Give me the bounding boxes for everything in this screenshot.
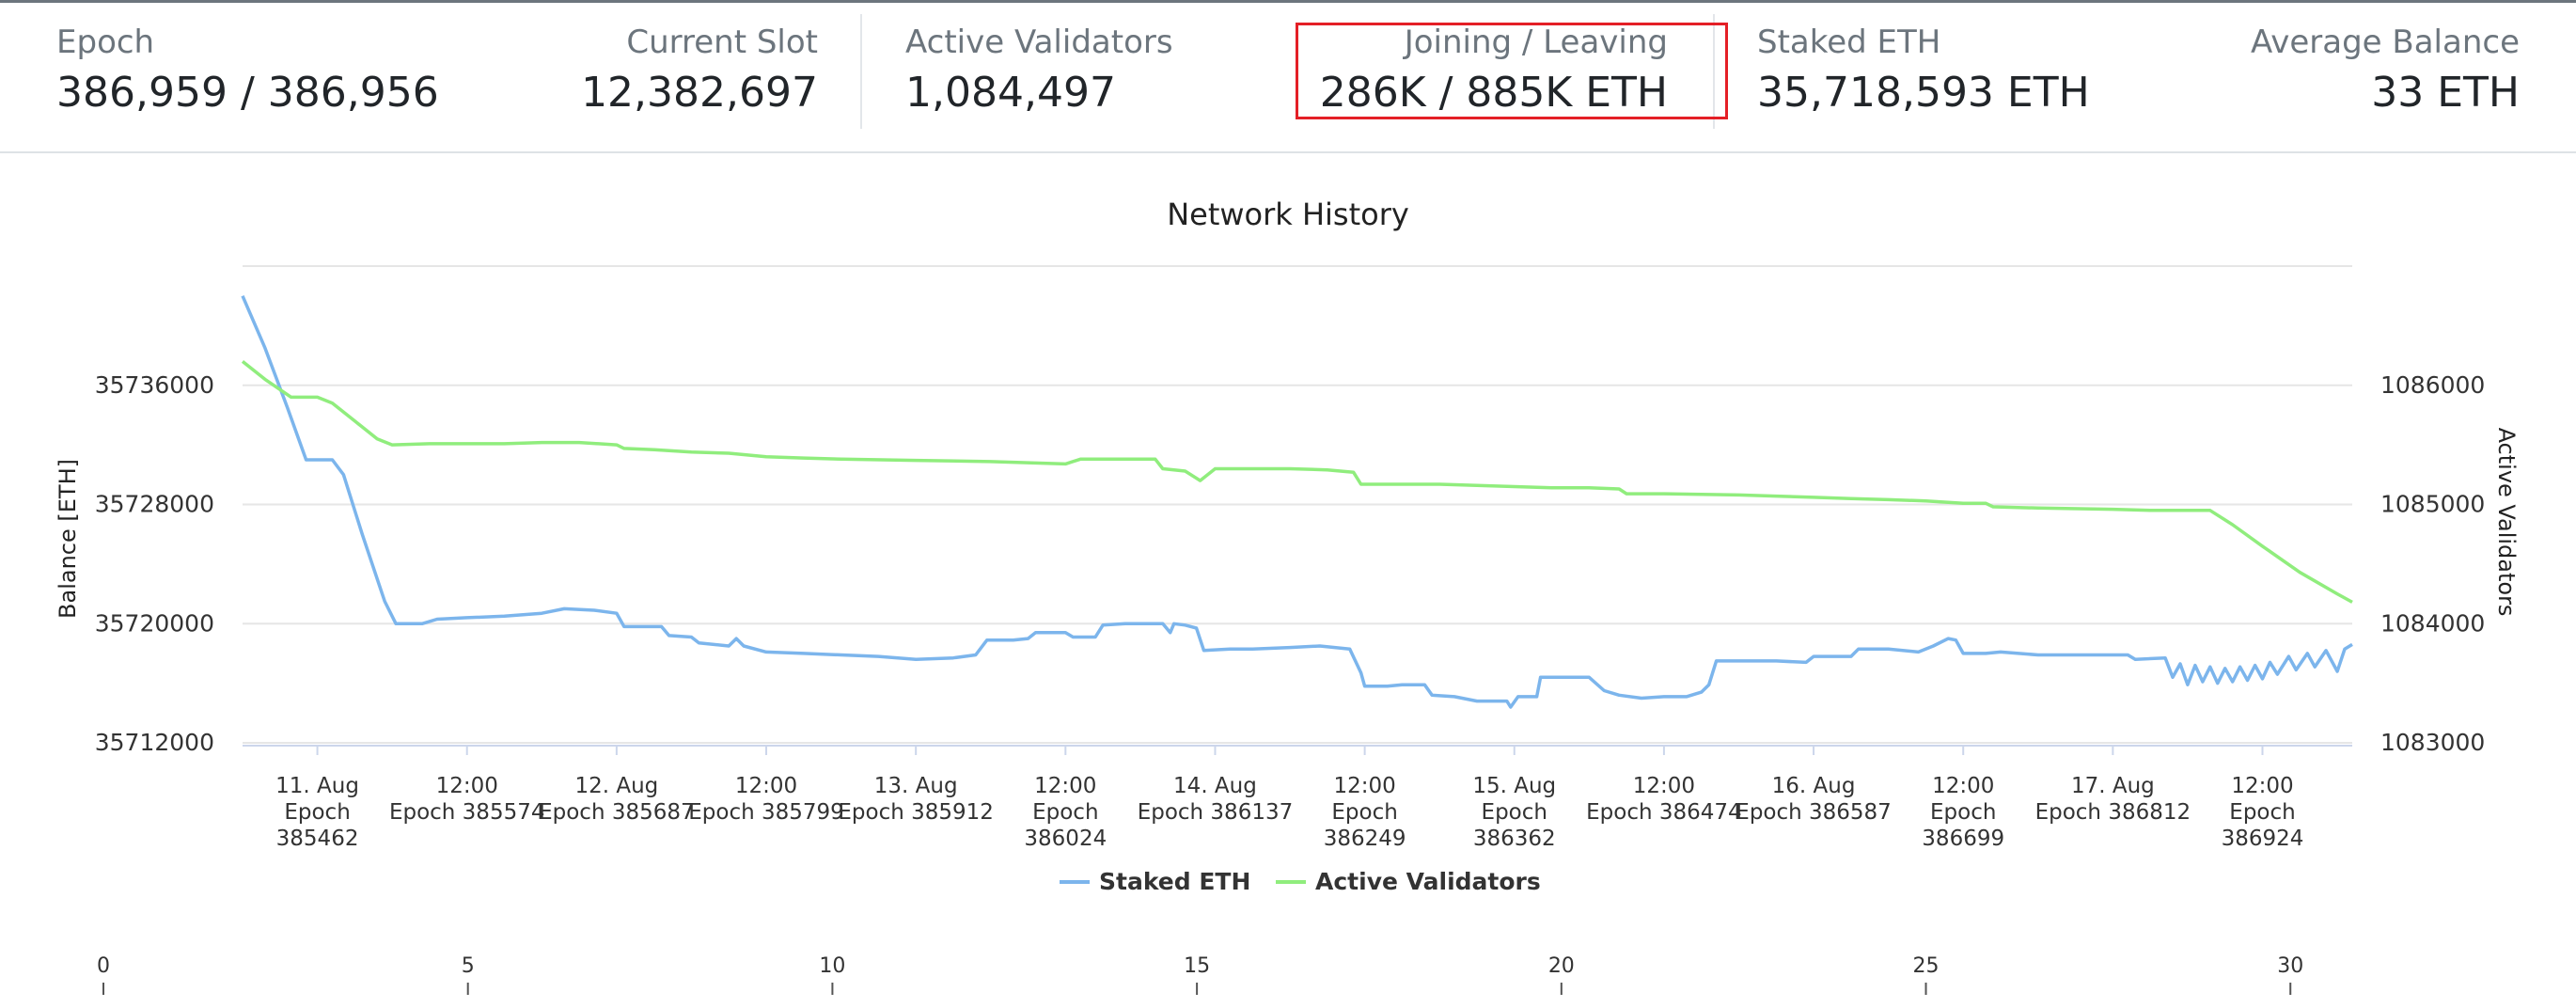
- navigator-tick-label: 10: [819, 954, 845, 978]
- x-tick-label: 14. Aug Epoch 386137: [1138, 774, 1294, 825]
- navigator-tick-label: 30: [2277, 954, 2303, 978]
- network-history-chart: Network History 35712000 35720000 35728000…: [55, 197, 2520, 995]
- stat-average-balance-label: Average Balance: [2250, 24, 2520, 61]
- highlight-box: [1296, 23, 1728, 119]
- x-tick-label: 16. Aug Epoch 386587: [1736, 774, 1892, 825]
- navigator-tick-label: 0: [97, 954, 110, 978]
- stat-epoch-label: Epoch: [56, 24, 155, 61]
- y-right-tick-label: 1086000: [2380, 371, 2485, 399]
- chart-series: [241, 295, 2353, 709]
- y-axis-right: 1083000 1084000 1085000 1086000: [2380, 371, 2485, 756]
- x-tick-label: 12:00 Epoch 386024: [1024, 774, 1107, 851]
- series-line-active-validators: [241, 360, 2353, 604]
- stat-joining-leaving: Joining / Leaving 286K / 885K ETH: [1320, 24, 1668, 117]
- x-tick-label: 12:00 Epoch 386924: [2222, 774, 2304, 851]
- stat-joining-leaving-label: Joining / Leaving: [1404, 24, 1668, 61]
- navigator-tick-label: 25: [1913, 954, 1940, 978]
- y-axis-right-label: Active Validators: [2493, 428, 2520, 617]
- y-left-tick-label: 35712000: [95, 729, 214, 756]
- y-left-tick-label: 35720000: [95, 609, 214, 637]
- x-tick-label: 11. Aug Epoch 385462: [275, 774, 359, 851]
- top-border: [0, 0, 2576, 3]
- x-tick-label: 12:00 Epoch 385574: [389, 774, 545, 825]
- legend-item-active-validators[interactable]: Active Validators: [1276, 868, 1541, 895]
- y-left-tick-label: 35736000: [95, 371, 214, 399]
- y-axis-left-label: Balance [ETH]: [55, 459, 81, 619]
- stat-average-balance-value: 33 ETH: [2371, 69, 2520, 117]
- stat-staked-eth-label: Staked ETH: [1757, 24, 1941, 61]
- x-tick-label: 13. Aug Epoch 385912: [838, 774, 994, 825]
- stat-epoch: Epoch 386,959 / 386,956: [56, 24, 439, 117]
- stat-current-slot: Current Slot 12,382,697: [581, 24, 818, 117]
- stat-current-slot-label: Current Slot: [626, 24, 818, 61]
- x-tick-label: 17. Aug Epoch 386812: [2035, 774, 2191, 825]
- chart-grid: [243, 265, 2352, 744]
- navigator-tick-label: 5: [462, 954, 475, 978]
- chart-title: Network History: [1167, 197, 1409, 232]
- stat-epoch-value: 386,959 / 386,956: [56, 69, 439, 117]
- navigator-axis[interactable]: 0 5 10 15 20 25 30: [97, 954, 2303, 995]
- legend-label: Active Validators: [1315, 868, 1541, 895]
- stat-current-slot-value: 12,382,697: [581, 69, 818, 117]
- stat-active-validators: Active Validators 1,084,497: [905, 24, 1173, 117]
- y-right-tick-label: 1084000: [2380, 609, 2485, 637]
- network-history-chart-container: Network History 35712000 35720000 35728000…: [0, 153, 2576, 1004]
- stat-active-validators-value: 1,084,497: [905, 69, 1116, 117]
- chart-legend[interactable]: Staked ETH Active Validators: [1060, 868, 1541, 895]
- stat-active-validators-label: Active Validators: [905, 24, 1173, 61]
- y-right-tick-label: 1083000: [2380, 729, 2485, 756]
- y-left-tick-label: 35728000: [95, 491, 214, 518]
- stat-staked-eth: Staked ETH 35,718,593 ETH: [1757, 24, 2090, 117]
- network-stats-bar: Epoch 386,959 / 386,956 Current Slot 12,…: [0, 3, 2576, 153]
- navigator-tick-label: 15: [1184, 954, 1210, 978]
- y-right-tick-label: 1085000: [2380, 491, 2485, 518]
- x-tick-label: 12:00 Epoch 386474: [1586, 774, 1742, 825]
- navigator-tick-label: 20: [1548, 954, 1575, 978]
- stat-joining-leaving-value: 286K / 885K ETH: [1319, 69, 1668, 117]
- series-line-staked-eth: [241, 295, 2353, 709]
- stat-divider: [1713, 14, 1715, 129]
- x-tick-label: 15. Aug Epoch 386362: [1472, 774, 1556, 851]
- stat-divider: [860, 14, 862, 129]
- x-tick-label: 12. Aug Epoch 385687: [539, 774, 695, 825]
- stat-staked-eth-value: 35,718,593 ETH: [1757, 69, 2090, 117]
- legend-label: Staked ETH: [1099, 868, 1250, 895]
- x-tick-label: 12:00 Epoch 386249: [1324, 774, 1406, 851]
- x-tick-label: 12:00 Epoch 386699: [1922, 774, 2004, 851]
- legend-item-staked-eth[interactable]: Staked ETH: [1060, 868, 1250, 895]
- stat-average-balance: Average Balance 33 ETH: [2251, 24, 2520, 117]
- x-tick-label: 12:00 Epoch 385799: [688, 774, 844, 825]
- y-axis-left: 35712000 35720000 35728000 35736000: [95, 371, 214, 756]
